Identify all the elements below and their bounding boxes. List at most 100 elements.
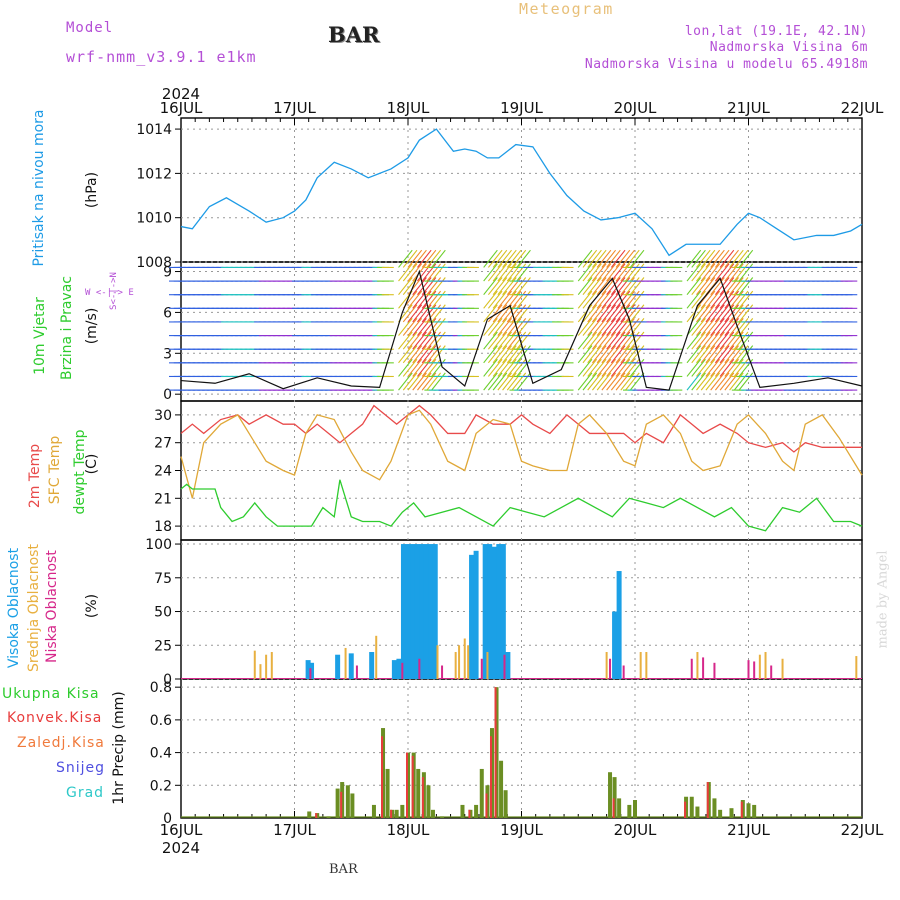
x-tick-label-top: 22JUL <box>841 99 884 117</box>
precip-bar-total <box>307 811 312 818</box>
wind-arrow <box>426 318 442 336</box>
cloud-bar-low <box>609 658 612 679</box>
wind-arrow <box>516 249 531 268</box>
wind-arrow <box>412 304 427 323</box>
wind-arrow <box>625 304 640 323</box>
precip-bar-total <box>400 804 405 818</box>
wind-arrow <box>511 345 527 364</box>
cloud-bar-low <box>713 662 716 679</box>
wind-arrow <box>492 263 508 282</box>
wind-arrow <box>714 263 730 282</box>
wind-arrow <box>625 358 640 377</box>
wind-arrow <box>402 345 418 364</box>
wind-arrow <box>487 318 503 336</box>
wind-arrow <box>577 249 593 268</box>
wind-arrow <box>582 358 598 377</box>
x-tick-label-bottom: 19JUL <box>500 821 543 839</box>
precip-bar-total <box>345 785 350 818</box>
wind-arrow <box>596 249 612 268</box>
y-tick-label: 3 <box>163 346 172 362</box>
x-tick-label-top: 17JUL <box>273 99 316 117</box>
wind-arrow <box>587 263 602 282</box>
wind-arrow <box>724 304 739 323</box>
wind-arrow <box>592 318 607 336</box>
wind-arrow <box>724 345 739 364</box>
wind-arrow <box>506 372 522 391</box>
wind-arrow <box>492 277 508 296</box>
wind-arrow <box>407 304 423 323</box>
wind-arrow <box>686 304 702 323</box>
wind-arrow <box>610 249 626 268</box>
precip-bar-total <box>350 793 355 818</box>
precip-bar-total <box>746 803 751 818</box>
wind-arrow <box>700 345 716 364</box>
wind-arrow <box>700 249 716 268</box>
wind-arrow <box>506 304 522 323</box>
wind-arrow <box>610 318 626 336</box>
precip-bar-total <box>479 768 484 818</box>
wind-arrow <box>587 372 602 391</box>
wind-arrow <box>492 372 508 391</box>
y-tick-label: 18 <box>154 519 172 535</box>
wind-arrow <box>620 358 635 377</box>
wind-arrow <box>398 372 413 391</box>
wind-arrow <box>696 372 711 391</box>
wind-arrow <box>629 277 645 296</box>
precip-bar-conv <box>381 736 384 818</box>
wind-arrow <box>417 304 432 323</box>
wind-arrow <box>729 290 744 309</box>
precip-bar-total <box>612 777 617 818</box>
wind-arrow <box>729 304 744 323</box>
wind-arrow <box>733 249 749 268</box>
precip-legend-total: Ukupna Kisa <box>2 686 100 702</box>
precip-bar-total <box>335 788 340 818</box>
wind-arrow <box>620 345 635 364</box>
cloud-bar-low <box>702 657 705 679</box>
wind-arrow <box>483 372 498 391</box>
precip-bar-total <box>430 809 435 818</box>
cloud-bar-high <box>400 544 406 679</box>
wind-arrow <box>492 331 508 350</box>
wind-arrow <box>733 358 749 377</box>
wind-arrow <box>738 277 754 296</box>
wind-arrow <box>577 331 593 350</box>
wind-arrow <box>700 304 716 323</box>
cloud-bar-low <box>622 665 625 679</box>
cloud-bar-mid <box>259 664 262 679</box>
precip-bar-conv <box>406 752 408 818</box>
wind-arrow <box>487 372 503 391</box>
cloud-bar-high <box>469 554 475 679</box>
wind-arrow <box>724 290 739 309</box>
precip-bar-conv <box>494 687 497 818</box>
wind-arrow <box>733 263 749 282</box>
wind-arrow <box>431 277 446 296</box>
wind-arrow <box>577 304 593 323</box>
precip-legend-snow: Snijeg <box>56 760 106 776</box>
wind-arrow <box>516 345 531 364</box>
wind-arrow <box>426 304 442 323</box>
cloud-bar-low <box>770 665 773 679</box>
wind-arrow <box>407 263 423 282</box>
wind-arrow <box>407 358 423 377</box>
cloud-bar-high <box>473 550 479 679</box>
wind-arrow <box>606 304 621 323</box>
wind-arrow <box>417 318 432 336</box>
wind-arrow <box>615 304 631 323</box>
cloud-bar-mid <box>458 645 461 679</box>
wind-arrow <box>606 249 621 268</box>
wind-arrow <box>502 249 517 268</box>
y-tick-label: 1010 <box>136 211 172 227</box>
wind-arrow <box>426 263 442 282</box>
wind-arrow <box>738 318 754 336</box>
cloud-bar-mid <box>645 652 648 679</box>
precip-bar-conv <box>390 809 393 818</box>
wind-arrow <box>502 263 517 282</box>
wind-arrow <box>610 304 626 323</box>
wind-arrow <box>714 304 730 323</box>
wind-arrow <box>398 331 413 350</box>
wind-arrow <box>615 358 631 377</box>
wind-arrow <box>615 372 631 391</box>
wind-arrow <box>592 358 607 377</box>
wind-arrow <box>714 345 730 364</box>
wind-arrow <box>610 372 626 391</box>
